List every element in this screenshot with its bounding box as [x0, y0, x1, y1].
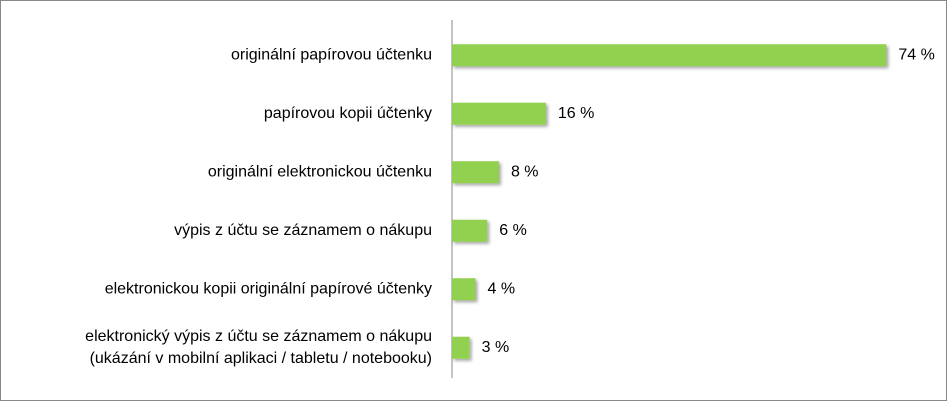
category-label: originální papírovou účtenku [231, 46, 432, 63]
bar [452, 161, 499, 184]
bar [452, 102, 546, 125]
value-label: 6 % [499, 222, 527, 239]
category-label: elektronickou kopii originální papírové … [105, 280, 432, 297]
bar [452, 278, 476, 301]
category-label: elektronický výpis z účtu se záznamem o … [85, 328, 432, 367]
bar [452, 336, 470, 359]
category-label: papírovou kopii účtenky [264, 105, 432, 122]
category-label: originální elektronickou účtenku [208, 163, 432, 180]
bar [452, 44, 887, 67]
value-label: 3 % [482, 339, 510, 356]
value-label: 4 % [487, 280, 515, 297]
value-label: 16 % [558, 105, 594, 122]
value-label: 74 % [898, 46, 934, 63]
bar [452, 219, 488, 242]
category-label: výpis z účtu se záznamem o nákupu [174, 222, 432, 239]
value-label: 8 % [511, 163, 539, 180]
